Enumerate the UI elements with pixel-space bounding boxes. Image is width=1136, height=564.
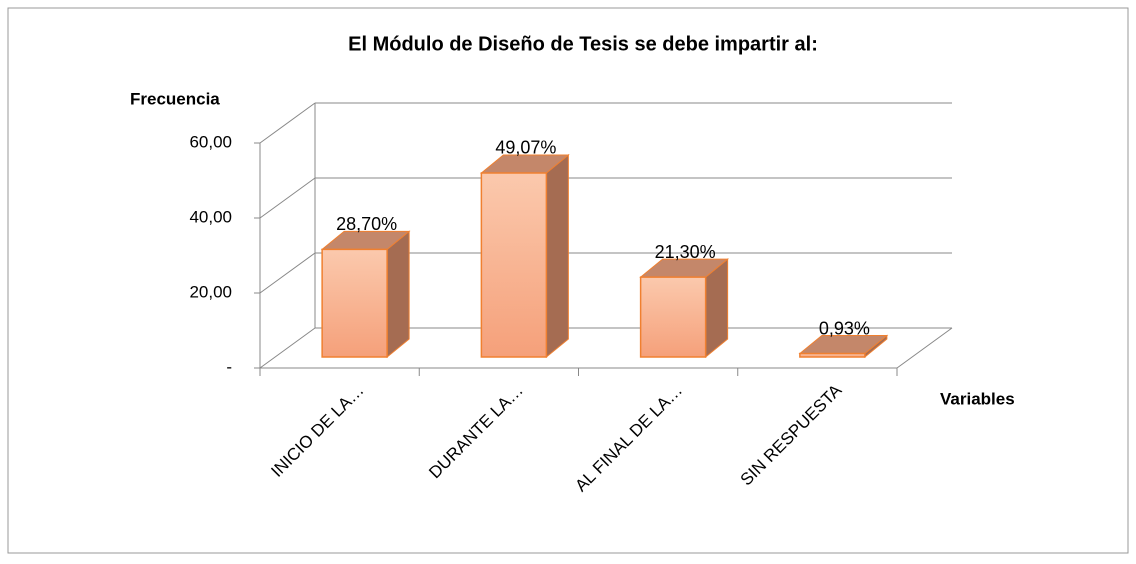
x-axis-label: Variables <box>940 389 1015 408</box>
y-tick-label: 20,00 <box>189 282 232 301</box>
bar <box>639 276 707 358</box>
grid-line <box>259 327 316 369</box>
y-tick-label: - <box>226 357 232 376</box>
floor-edge <box>896 327 953 369</box>
data-label: 49,07% <box>495 138 556 158</box>
y-tick-label: 40,00 <box>189 207 232 226</box>
grid-line <box>259 102 316 144</box>
bar-side <box>386 230 410 359</box>
data-label: 21,30% <box>655 242 716 262</box>
grid-line <box>259 252 316 294</box>
y-axis-label: Frecuencia <box>130 89 220 108</box>
chart-title: El Módulo de Diseño de Tesis se debe imp… <box>348 33 818 55</box>
data-label: 28,70% <box>336 214 397 234</box>
bar <box>799 352 866 358</box>
data-label: 0,93% <box>819 318 870 338</box>
bar-side <box>545 153 569 359</box>
y-tick-label: 60,00 <box>189 132 232 151</box>
grid-line <box>259 177 316 219</box>
bar <box>321 248 388 358</box>
bar <box>480 172 548 358</box>
